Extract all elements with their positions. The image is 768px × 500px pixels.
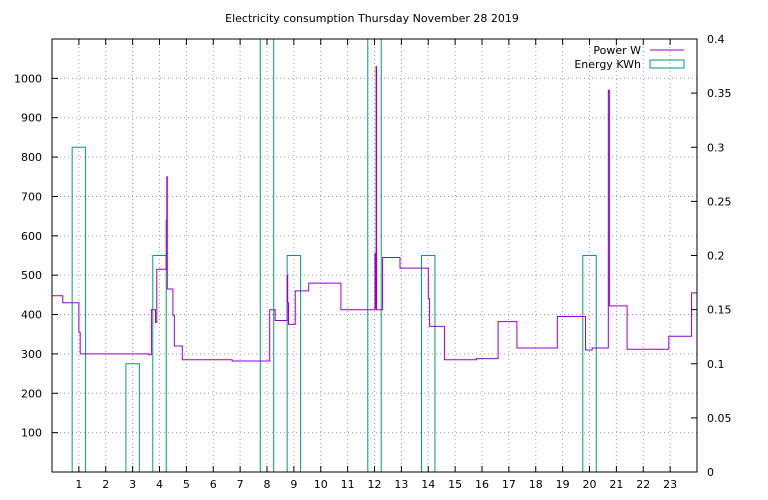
y-tick-label: 400 — [21, 309, 42, 322]
y2-tick-label: 0.3 — [707, 141, 725, 154]
legend-energy-swatch — [649, 59, 685, 69]
x-tick-label: 22 — [636, 478, 650, 491]
y2-tick-label: 0.4 — [707, 33, 725, 46]
y-tick-label: 900 — [21, 112, 42, 125]
x-tick-label: 16 — [475, 478, 489, 491]
y-tick-label: 700 — [21, 190, 42, 203]
power-line-group — [52, 66, 697, 362]
y2-tick-label: 0.2 — [707, 250, 725, 263]
x-tick-label: 13 — [394, 478, 408, 491]
x-tick-label: 21 — [609, 478, 623, 491]
x-tick-label: 7 — [237, 478, 244, 491]
x-tick-label: 10 — [314, 478, 328, 491]
power-line — [52, 66, 697, 362]
x-tick-label: 8 — [264, 478, 271, 491]
x-tick-label: 19 — [556, 478, 570, 491]
y2-tick-label: 0 — [707, 466, 714, 479]
x-tick-label: 12 — [368, 478, 382, 491]
y2-tick-label: 0.35 — [707, 87, 732, 100]
y-axis-ticks: 100 200 300 400 500 600 700 800 900 1000 — [14, 72, 58, 440]
y2-axis-ticks: 0 0.05 0.1 0.15 0.2 0.25 0.3 0.35 0.4 — [691, 33, 732, 479]
y-tick-label: 100 — [21, 427, 42, 440]
legend-energy-label: Energy KWh — [574, 58, 641, 71]
x-tick-label: 6 — [210, 478, 217, 491]
x-tick-label: 17 — [502, 478, 516, 491]
y2-tick-label: 0.25 — [707, 195, 732, 208]
y-tick-label: 600 — [21, 230, 42, 243]
y-tick-label: 300 — [21, 348, 42, 361]
x-tick-label: 4 — [156, 478, 163, 491]
x-tick-label: 9 — [290, 478, 297, 491]
x-tick-label: 23 — [663, 478, 677, 491]
chart-title: Electricity consumption Thursday Novembe… — [225, 12, 519, 25]
y-tick-label: 200 — [21, 387, 42, 400]
x-tick-label: 18 — [529, 478, 543, 491]
x-tick-label: 20 — [583, 478, 597, 491]
y2-tick-label: 0.1 — [707, 358, 725, 371]
x-tick-label: 5 — [183, 478, 190, 491]
x-tick-label: 3 — [129, 478, 136, 491]
y-tick-label: 800 — [21, 151, 42, 164]
x-axis-ticks: 1 2 3 4 5 6 7 8 9 10 11 12 13 14 15 16 17 18 19 20 21 22 23 — [75, 39, 677, 491]
x-tick-label: 11 — [341, 478, 355, 491]
x-tick-label: 2 — [102, 478, 109, 491]
y2-tick-label: 0.05 — [707, 412, 732, 425]
y-tick-label: 500 — [21, 269, 42, 282]
x-tick-label: 1 — [75, 478, 82, 491]
y2-tick-label: 0.15 — [707, 304, 732, 317]
legend-power-label: Power W — [593, 44, 641, 57]
x-tick-label: 15 — [448, 478, 462, 491]
legend: Power W Energy KWh — [574, 44, 685, 71]
x-tick-label: 14 — [421, 478, 435, 491]
y-tick-label: 1000 — [14, 72, 42, 85]
